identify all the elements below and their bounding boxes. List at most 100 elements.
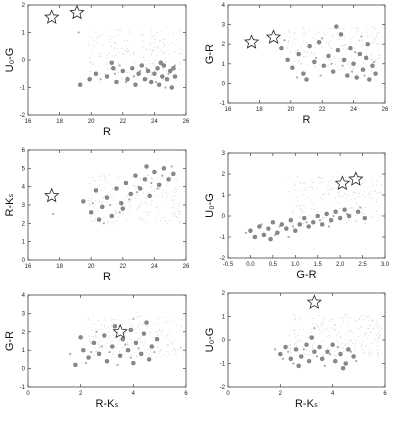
data-point	[93, 71, 99, 76]
panel-6: 0 2 4 6 -2 -1 0 1 2 R-Kₛ U₀-G	[204, 291, 387, 410]
x-tick-label: 2.0	[336, 262, 345, 268]
y-tick-label: 0	[222, 81, 226, 87]
x-tick-label: 16	[225, 107, 232, 113]
y-tick-label: -2	[20, 113, 26, 119]
data-point-small	[372, 60, 376, 63]
data-point-small	[116, 363, 119, 367]
data-point	[91, 340, 97, 346]
data-point	[288, 356, 293, 361]
x-axis-label: R	[303, 114, 311, 126]
data-point	[164, 77, 170, 82]
x-tick-label: 24	[151, 119, 158, 125]
data-point	[297, 222, 302, 227]
data-point-small	[154, 80, 158, 84]
plot-frame	[227, 292, 386, 388]
x-tick-label: 22	[319, 107, 326, 113]
data-point	[133, 173, 138, 178]
data-point-small	[118, 211, 121, 214]
star-marker	[348, 171, 364, 186]
data-point	[78, 335, 83, 340]
data-point-small	[350, 70, 354, 73]
data-point	[275, 230, 280, 236]
data-point	[334, 24, 339, 29]
x-tick-label: 18	[56, 264, 63, 270]
data-point	[161, 63, 167, 68]
background-field-points	[87, 315, 183, 358]
data-point	[166, 177, 171, 182]
data-point	[343, 361, 348, 366]
y-tick-label: 3	[22, 203, 26, 209]
data-point	[330, 342, 335, 347]
y-tick-label: -2	[220, 256, 226, 262]
plot-frame	[227, 152, 386, 259]
data-point-small	[315, 355, 319, 358]
data-point-small	[90, 350, 93, 354]
data-point	[149, 344, 154, 349]
data-point-small	[313, 327, 316, 330]
data-point	[299, 354, 304, 359]
data-point-small	[156, 187, 159, 190]
data-point	[104, 359, 110, 364]
data-point	[152, 169, 157, 175]
data-point	[266, 226, 271, 231]
data-point-small	[161, 174, 164, 177]
y-axis-label: U₀-G	[204, 193, 216, 218]
data-point	[104, 195, 110, 200]
data-point	[342, 207, 347, 212]
data-point	[142, 177, 148, 182]
data-point	[130, 66, 135, 71]
data-point	[88, 210, 94, 215]
background-field-points	[287, 26, 382, 72]
data-point-small	[108, 350, 111, 354]
data-point	[141, 331, 147, 336]
data-point-small	[128, 198, 131, 201]
y-axis-label: R-Kₛ	[4, 193, 16, 216]
data-point	[125, 348, 131, 353]
data-point	[128, 191, 133, 197]
y-tick-label: 0	[22, 58, 26, 64]
data-point	[149, 79, 154, 85]
data-point-small	[124, 343, 127, 346]
data-point	[120, 68, 126, 74]
data-point-small	[274, 348, 277, 351]
data-point	[133, 340, 139, 346]
x-tick-label: 4	[331, 391, 335, 397]
data-point-small	[287, 235, 290, 239]
data-point-small	[167, 72, 170, 75]
star-marker	[112, 323, 128, 339]
data-point	[278, 351, 283, 357]
y-tick-label: 2	[222, 42, 226, 48]
data-point-small	[124, 80, 128, 84]
data-point	[147, 193, 152, 199]
y-tick-label: 3	[22, 311, 26, 317]
panel-3: 16 18 20 22 24 26 0 1 2 3 4 5 6 R R-Kₛ	[4, 148, 190, 283]
data-point	[290, 65, 295, 70]
data-point	[330, 69, 336, 74]
data-point	[370, 63, 375, 68]
data-point	[355, 209, 361, 215]
data-point	[160, 74, 165, 79]
data-point-small	[360, 35, 363, 38]
data-point	[87, 77, 92, 82]
data-point	[117, 353, 123, 358]
y-tick-label: 4	[22, 185, 26, 191]
x-tick-label: 0	[226, 391, 230, 397]
data-point-small	[102, 222, 105, 225]
data-point-small	[109, 203, 112, 207]
data-point	[109, 60, 114, 65]
y-tick-label: 3	[222, 23, 226, 29]
data-point	[139, 63, 144, 68]
data-point	[161, 166, 167, 171]
x-tick-label: 0.0	[246, 262, 255, 268]
panel-1: 16 18 20 22 24 26 -2 -1 0 1 2 R U₀-G	[4, 3, 190, 138]
data-point	[324, 211, 329, 217]
data-point-small	[135, 191, 139, 194]
data-point	[346, 213, 352, 219]
data-point	[257, 224, 262, 229]
data-point	[335, 47, 341, 53]
star-marker	[334, 175, 351, 190]
x-axis-label: R	[103, 271, 111, 283]
data-point-small	[354, 50, 357, 54]
y-tick-label: 4	[22, 293, 26, 299]
